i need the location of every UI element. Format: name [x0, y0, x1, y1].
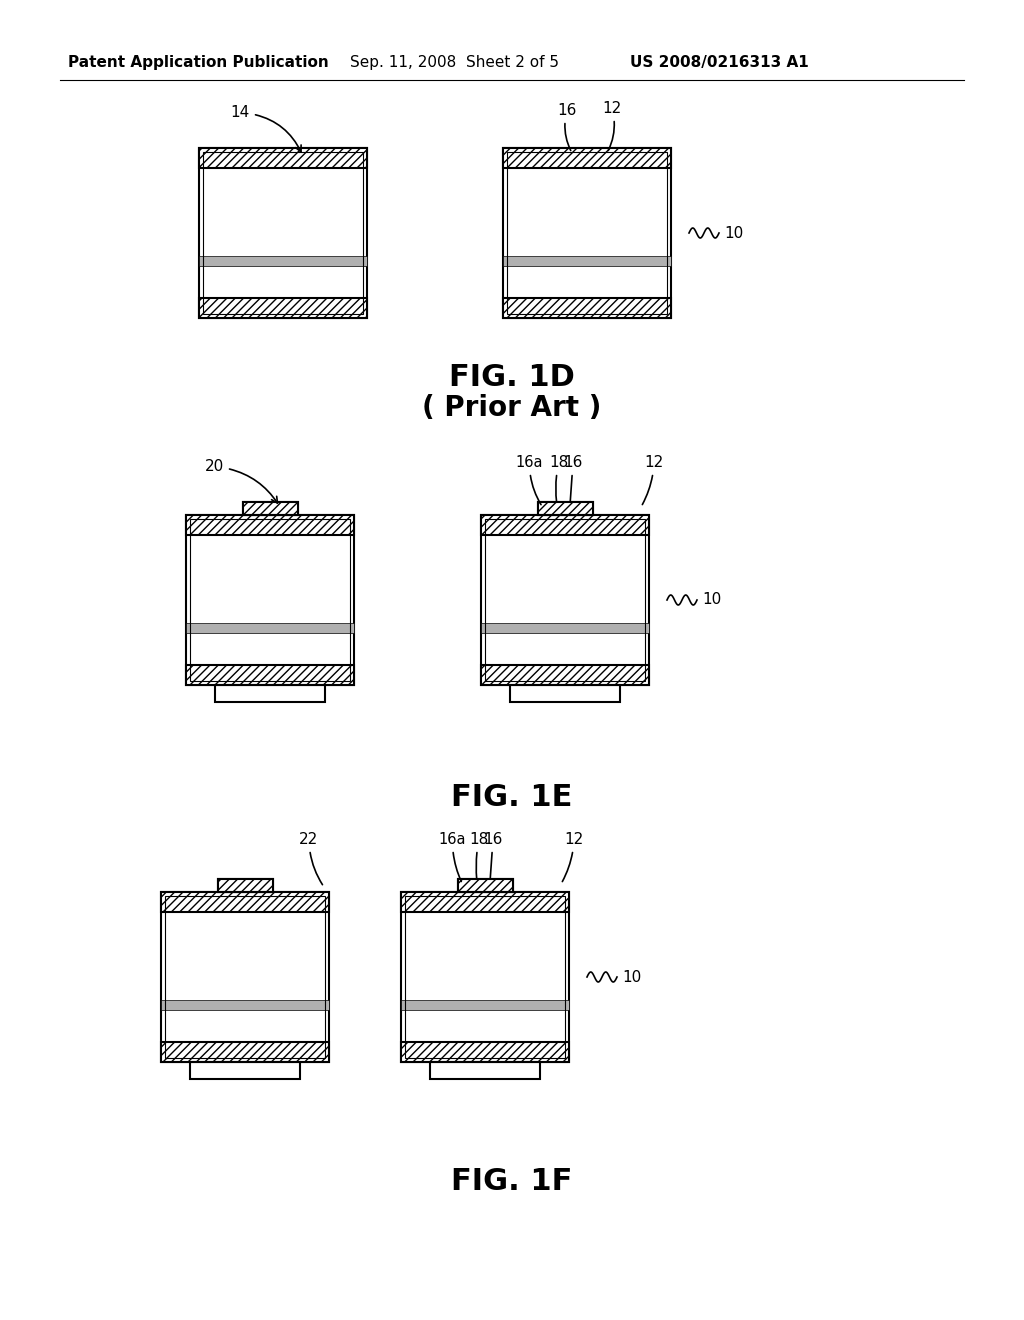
Text: US 2008/0216313 A1: US 2008/0216313 A1 [630, 54, 809, 70]
Bar [186, 515, 354, 685]
Bar [510, 685, 620, 702]
Bar [538, 502, 593, 515]
Bar [186, 665, 354, 685]
Bar [161, 1041, 329, 1063]
Bar [199, 256, 367, 267]
Text: 10: 10 [702, 593, 721, 607]
Bar [458, 879, 512, 892]
Bar [165, 896, 325, 1059]
Bar [507, 152, 667, 314]
Bar [217, 879, 272, 892]
Text: 16: 16 [563, 455, 583, 502]
Bar [217, 879, 272, 892]
Bar [161, 892, 329, 1063]
Text: 12: 12 [602, 102, 622, 150]
Bar [503, 148, 671, 168]
Text: 18: 18 [549, 455, 568, 502]
Bar [243, 502, 298, 515]
Text: FIG. 1E: FIG. 1E [452, 784, 572, 813]
Bar [401, 1041, 569, 1063]
Text: 18: 18 [469, 832, 488, 879]
Bar [161, 892, 329, 912]
Bar [401, 892, 569, 912]
Bar [458, 879, 512, 892]
Bar [401, 892, 569, 912]
Bar [481, 515, 649, 535]
Bar [243, 502, 298, 515]
Bar [161, 1001, 329, 1010]
Bar [401, 1041, 569, 1063]
Bar [503, 298, 671, 318]
Bar [538, 502, 593, 515]
Text: Sep. 11, 2008  Sheet 2 of 5: Sep. 11, 2008 Sheet 2 of 5 [350, 54, 559, 70]
Bar [503, 256, 671, 267]
Bar [186, 515, 354, 535]
Bar [161, 892, 329, 912]
Text: 16a: 16a [516, 455, 544, 504]
Bar [199, 148, 367, 168]
Bar [430, 1063, 540, 1078]
Bar [401, 892, 569, 1063]
Bar [401, 1041, 569, 1063]
Text: 22: 22 [299, 832, 323, 884]
Bar [458, 879, 512, 892]
Text: FIG. 1D: FIG. 1D [450, 363, 574, 392]
Bar [538, 502, 593, 515]
Bar [481, 665, 649, 685]
Text: 16: 16 [483, 832, 503, 879]
Bar [186, 665, 354, 685]
Bar [243, 502, 298, 515]
Bar [481, 665, 649, 685]
Bar [503, 298, 671, 318]
Bar [186, 515, 354, 535]
Text: 16a: 16a [438, 832, 466, 882]
Bar [161, 1041, 329, 1063]
Text: 10: 10 [622, 969, 641, 985]
Bar [503, 148, 671, 168]
Bar [481, 665, 649, 685]
Text: 12: 12 [642, 455, 664, 504]
Text: 12: 12 [562, 832, 584, 882]
Bar [199, 148, 367, 318]
Bar [199, 298, 367, 318]
Bar [481, 515, 649, 535]
Text: 14: 14 [230, 106, 301, 152]
Bar [401, 1001, 569, 1010]
Text: ( Prior Art ): ( Prior Art ) [422, 393, 602, 422]
Bar [203, 152, 362, 314]
Bar [186, 665, 354, 685]
Bar [503, 148, 671, 168]
Text: FIG. 1F: FIG. 1F [452, 1167, 572, 1196]
Bar [503, 298, 671, 318]
Bar [215, 685, 325, 702]
Text: 16: 16 [557, 103, 577, 150]
Bar [217, 879, 272, 892]
Bar [186, 515, 354, 535]
Bar [217, 879, 272, 892]
Bar [186, 623, 354, 634]
Bar [199, 298, 367, 318]
Bar [485, 519, 645, 681]
Bar [481, 515, 649, 535]
Bar [199, 298, 367, 318]
Bar [199, 148, 367, 168]
Text: 20: 20 [205, 459, 278, 503]
Bar [401, 892, 569, 912]
Bar [503, 148, 671, 318]
Bar [161, 1041, 329, 1063]
Bar [458, 879, 512, 892]
Bar [406, 896, 565, 1059]
Text: 10: 10 [724, 226, 743, 240]
Bar [199, 148, 367, 168]
Bar [481, 623, 649, 634]
Bar [538, 502, 593, 515]
Bar [190, 1063, 300, 1078]
Bar [190, 519, 350, 681]
Bar [243, 502, 298, 515]
Bar [481, 515, 649, 685]
Text: Patent Application Publication: Patent Application Publication [68, 54, 329, 70]
Bar [161, 892, 329, 912]
